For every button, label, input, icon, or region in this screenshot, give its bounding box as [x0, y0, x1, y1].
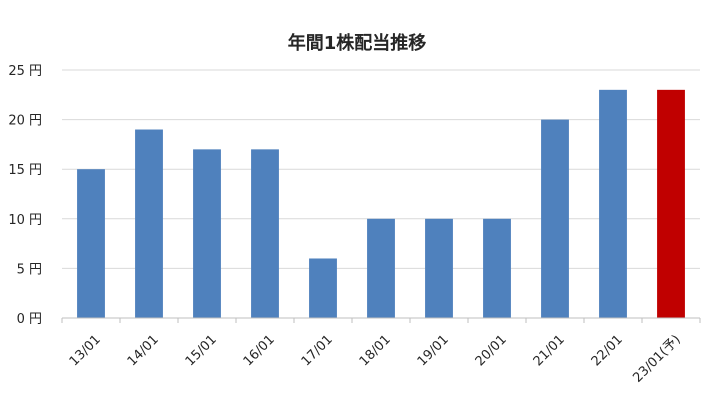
bar — [541, 119, 569, 318]
x-tick-label: 18/01 — [357, 332, 394, 369]
axis-layer — [61, 317, 701, 323]
y-tick-label: 25 円 — [8, 64, 42, 79]
bar-forecast — [657, 89, 685, 318]
x-tick-label: 20/01 — [473, 332, 510, 369]
x-tick-label: 19/01 — [415, 332, 452, 369]
bar — [425, 218, 453, 318]
bar — [599, 89, 627, 318]
y-tick-label: 10 円 — [8, 213, 42, 228]
bar — [193, 149, 221, 318]
x-tick-label: 23/01(予) — [630, 332, 683, 385]
x-tick-label: 16/01 — [241, 332, 278, 369]
x-tick-label: 17/01 — [299, 332, 336, 369]
bar — [309, 258, 337, 318]
y-tick-labels: 0 円 5 円 10 円 15 円 20 円 25 円 — [8, 64, 42, 327]
x-tick-label: 22/01 — [589, 332, 626, 369]
bar — [483, 218, 511, 318]
y-tick-label: 20 円 — [8, 114, 42, 129]
grid-layer — [62, 69, 700, 269]
y-tick-label: 0 円 — [17, 312, 42, 327]
bar-layer — [77, 89, 685, 318]
x-tick-label: 15/01 — [183, 332, 220, 369]
x-tick-label: 21/01 — [531, 332, 568, 369]
bar — [77, 169, 105, 318]
bar — [367, 218, 395, 318]
y-tick-label: 5 円 — [17, 262, 42, 277]
bar — [135, 129, 163, 318]
y-tick-label: 15 円 — [8, 163, 42, 178]
chart-title: 年間1株配当推移 — [288, 32, 427, 54]
x-tick-label: 14/01 — [125, 332, 162, 369]
x-tick-labels: 13/01 14/01 15/01 16/01 17/01 18/01 19/01 20/01… — [67, 332, 684, 385]
bar — [251, 149, 279, 318]
x-tick-label: 13/01 — [67, 332, 104, 369]
